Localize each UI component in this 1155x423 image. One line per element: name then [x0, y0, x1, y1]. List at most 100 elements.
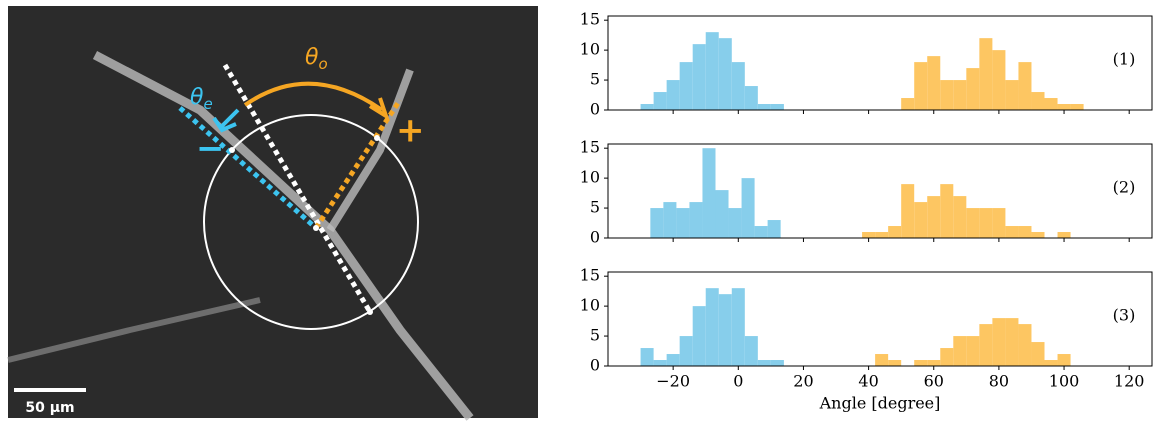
bar: [992, 208, 1006, 238]
x-tick-label: 120: [1114, 372, 1145, 391]
bar: [640, 104, 654, 110]
bar: [1044, 360, 1058, 366]
y-tick-label: 10: [580, 168, 600, 187]
y-tick-label: 15: [580, 138, 600, 157]
bar: [992, 318, 1006, 366]
y-tick-label: 10: [580, 296, 600, 315]
bar: [640, 348, 654, 366]
bar: [979, 38, 993, 111]
minus-sign: −: [196, 129, 225, 169]
axes-frame: [607, 143, 1153, 239]
x-tick-label: 100: [1049, 372, 1080, 391]
y-tick-label: 15: [580, 266, 600, 285]
bar: [1057, 104, 1071, 110]
bar: [653, 360, 667, 366]
bar: [992, 50, 1006, 110]
bar: [953, 336, 967, 366]
bar: [741, 178, 755, 238]
symbol: θ: [190, 85, 204, 110]
bar: [705, 32, 719, 110]
panel-label: (2): [1113, 178, 1136, 197]
bar: [953, 80, 967, 110]
scale-bar-label: 50 µm: [25, 400, 74, 416]
bar: [1031, 92, 1045, 110]
bar: [1044, 98, 1058, 110]
bar: [927, 360, 941, 366]
symbol: θ: [305, 45, 319, 70]
bar: [689, 202, 703, 238]
bar: [940, 80, 954, 110]
bar: [770, 360, 784, 366]
x-tick-label: 60: [924, 372, 944, 391]
bar: [718, 294, 732, 366]
x-tick-label: 80: [989, 372, 1009, 391]
bar: [1018, 324, 1032, 366]
bar: [767, 220, 781, 238]
bar: [888, 226, 902, 238]
bar: [875, 354, 889, 366]
bar: [1031, 232, 1045, 238]
bar: [927, 56, 941, 110]
y-tick-label: 0: [590, 356, 600, 375]
bar: [966, 336, 980, 366]
subscript: e: [203, 95, 212, 113]
x-tick-label: −20: [656, 372, 690, 391]
bar: [875, 232, 889, 238]
bar: [901, 184, 915, 238]
theta-e: θe: [190, 85, 213, 113]
bar: [666, 354, 680, 366]
bar: [650, 208, 664, 238]
bar: [862, 232, 876, 238]
bar: [702, 148, 716, 238]
bar: [1005, 226, 1019, 238]
bar: [731, 288, 745, 366]
bar: [731, 62, 745, 110]
bar: [966, 208, 980, 238]
micrograph: 50 µm θe θo − +: [7, 6, 538, 421]
bar: [744, 86, 758, 110]
bar: [718, 38, 732, 111]
panel-label: (1): [1113, 50, 1136, 69]
bar: [757, 104, 771, 110]
bar: [1070, 104, 1084, 110]
bar: [715, 190, 729, 238]
bar: [676, 208, 690, 238]
bar: [1005, 318, 1019, 366]
bar: [940, 184, 954, 238]
bar: [692, 306, 706, 366]
y-tick-label: 5: [590, 198, 600, 217]
panel-label: (3): [1113, 306, 1136, 325]
bar: [979, 324, 993, 366]
y-tick-label: 5: [590, 326, 600, 345]
y-tick-label: 5: [590, 70, 600, 89]
x-tick-label: 20: [793, 372, 813, 391]
bar: [754, 226, 768, 238]
bar: [914, 62, 928, 110]
x-tick-label: 0: [733, 372, 743, 391]
axes-frame: [607, 15, 1153, 111]
bar: [966, 68, 980, 110]
bar: [744, 336, 758, 366]
bar: [653, 92, 667, 110]
bar: [1031, 342, 1045, 366]
bar: [663, 202, 677, 238]
bar: [679, 62, 693, 110]
bar: [888, 360, 902, 366]
theta-o: θo: [305, 45, 328, 73]
x-axis-label: Angle [degree]: [819, 394, 941, 413]
bar: [927, 196, 941, 238]
bar: [979, 208, 993, 238]
bar: [940, 348, 954, 366]
bar: [728, 208, 742, 238]
y-tick-label: 10: [580, 40, 600, 59]
subscript: o: [318, 55, 327, 73]
bar: [757, 360, 771, 366]
bar: [692, 44, 706, 110]
bar: [901, 98, 915, 110]
bar: [1005, 80, 1019, 110]
bar: [679, 336, 693, 366]
bar: [770, 104, 784, 110]
bar: [1057, 232, 1071, 238]
x-tick-label: 40: [858, 372, 878, 391]
